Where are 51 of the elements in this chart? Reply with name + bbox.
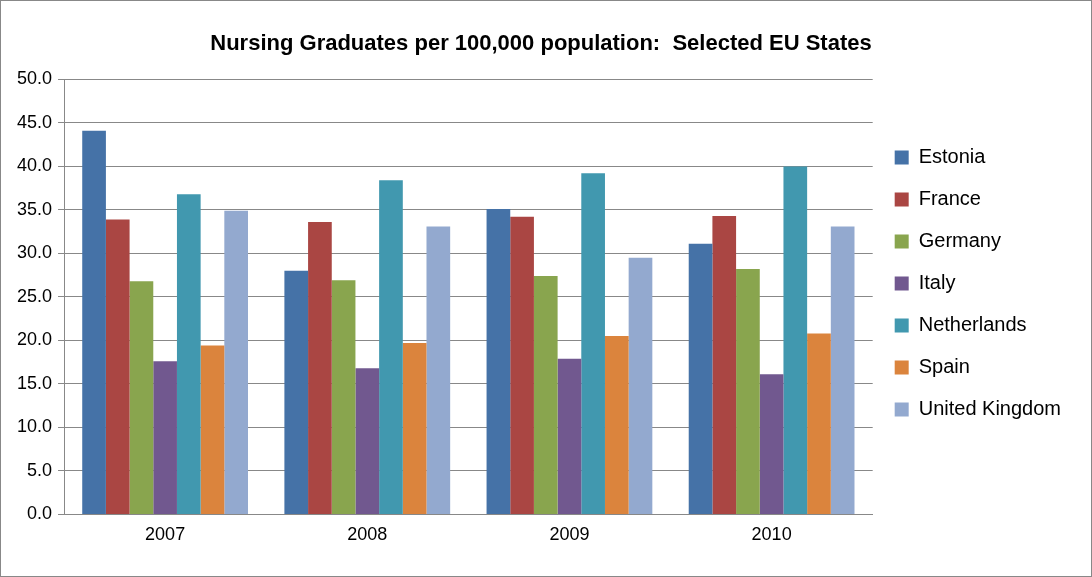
bar <box>426 226 451 514</box>
y-tick-label: 15.0 <box>16 372 53 393</box>
y-tick-label: 30.0 <box>16 242 53 263</box>
y-tick-label: 5.0 <box>27 459 53 480</box>
bar <box>557 358 582 514</box>
bar <box>402 343 427 514</box>
legend-label: Netherlands <box>918 313 1027 336</box>
legend-label: France <box>918 187 981 210</box>
bar <box>688 243 713 514</box>
y-tick-label: 25.0 <box>16 285 53 306</box>
y-tick-label: 20.0 <box>16 329 53 350</box>
bar <box>736 269 760 514</box>
bar <box>284 270 309 514</box>
bar <box>129 281 154 514</box>
bar <box>331 280 356 514</box>
bar <box>783 166 808 514</box>
x-tick-label: 2008 <box>347 524 388 545</box>
y-tick-label: 45.0 <box>16 111 53 132</box>
chart-title: Nursing Graduates per 100,000 population: Selected EU States <box>210 30 872 56</box>
y-tick-label: 10.0 <box>16 416 53 437</box>
bar <box>82 130 106 514</box>
legend-label: Germany <box>918 229 1001 252</box>
bar <box>486 209 511 514</box>
bar <box>153 361 177 514</box>
bar <box>308 222 332 514</box>
legend-label: Estonia <box>918 145 987 168</box>
bar <box>533 276 558 514</box>
x-tick-label: 2007 <box>145 524 186 545</box>
bar <box>807 333 831 514</box>
bar <box>581 173 605 514</box>
bar <box>628 257 653 514</box>
x-tick-label: 2009 <box>549 524 590 545</box>
bar <box>224 210 248 514</box>
bar <box>105 219 130 514</box>
y-tick-label: 40.0 <box>16 155 53 176</box>
y-tick-label: 0.0 <box>27 503 53 524</box>
legend-label: Spain <box>918 355 970 378</box>
legend-label: United Kingdom <box>918 397 1062 420</box>
bar <box>830 226 855 514</box>
legend-label: Italy <box>918 271 956 294</box>
bar <box>712 215 737 514</box>
bar <box>200 345 225 514</box>
x-tick-label: 2010 <box>751 524 792 545</box>
bar <box>604 336 629 514</box>
bar <box>355 368 380 514</box>
bar <box>510 216 534 514</box>
y-tick-label: 35.0 <box>16 198 53 219</box>
bar <box>759 374 784 514</box>
bar <box>176 194 201 514</box>
y-tick-label: 50.0 <box>16 68 53 89</box>
bar <box>379 180 403 514</box>
